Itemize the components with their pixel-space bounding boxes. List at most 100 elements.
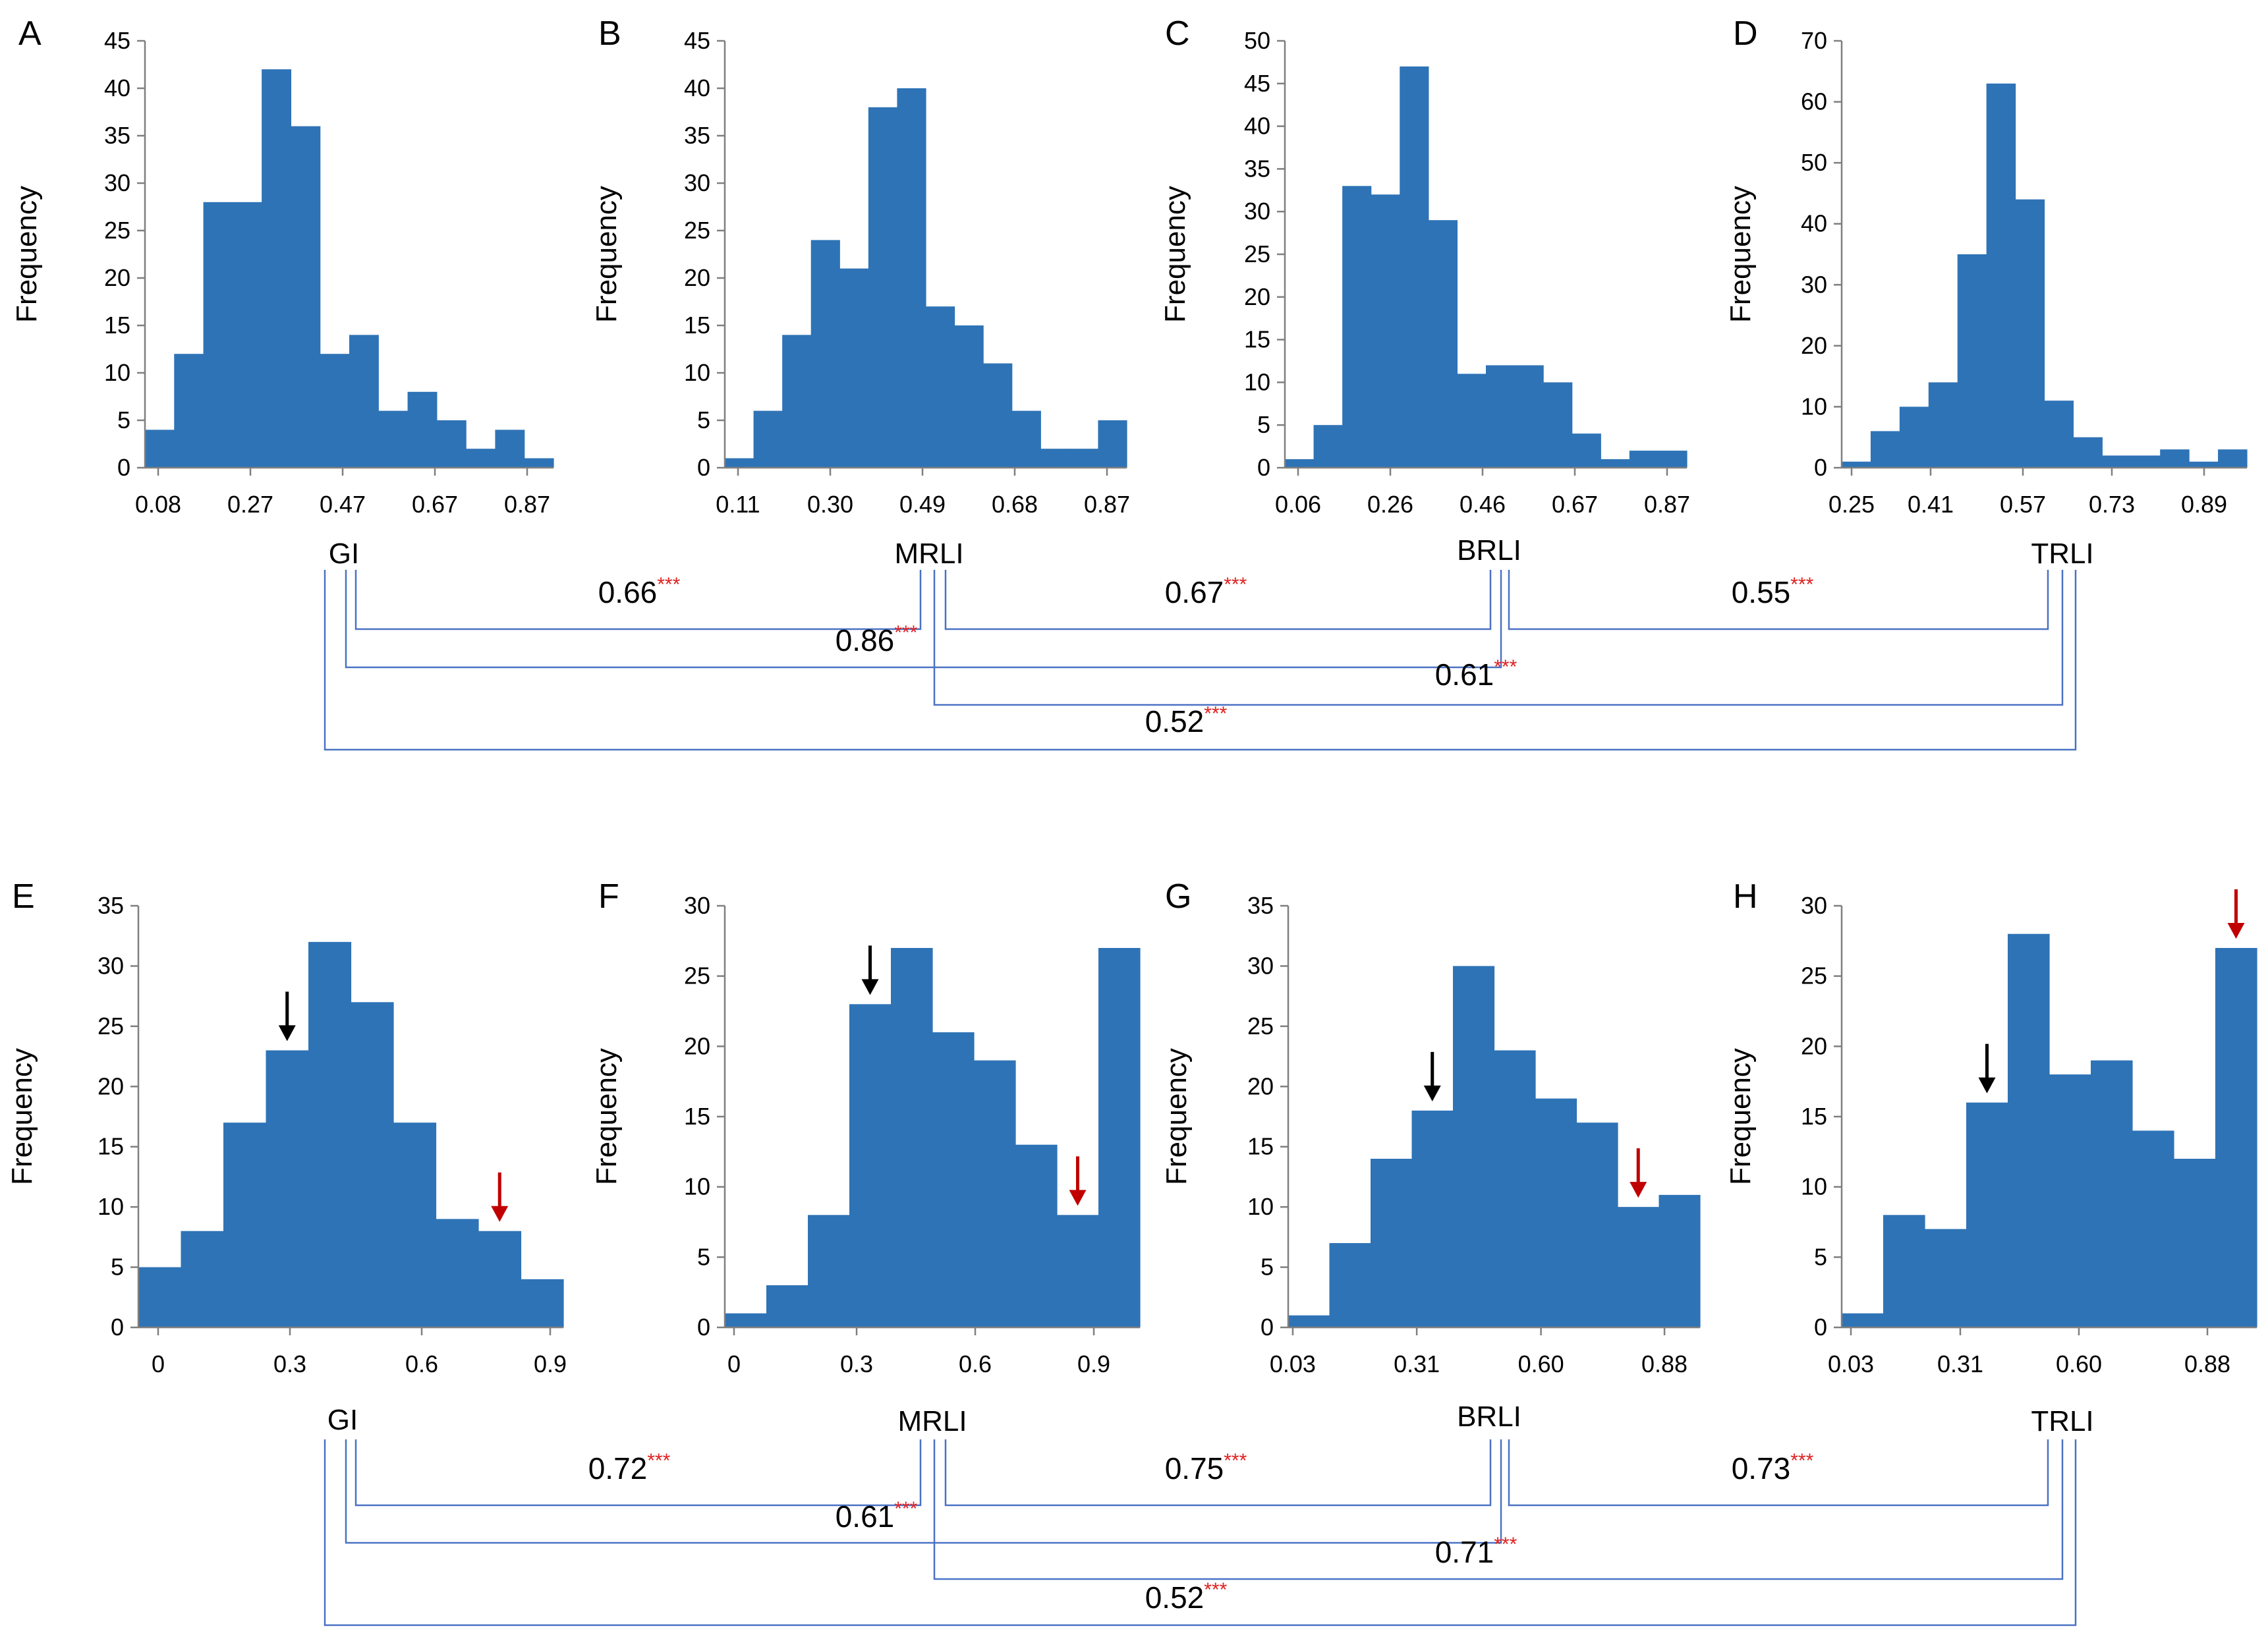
bar	[1371, 194, 1400, 468]
bar	[1015, 1144, 1058, 1327]
correlation-value: 0.55***	[1732, 574, 1814, 609]
y-tick-label: 40	[104, 74, 130, 101]
bar	[1925, 1229, 1967, 1327]
x-tick-label: 0.3	[840, 1350, 873, 1377]
bar	[1658, 451, 1687, 468]
bar	[725, 1313, 767, 1327]
panel-f: 0 5 10 15 20 25 30 0 0.3 0.6 0.9 Frequency F MRLI	[590, 877, 1141, 1437]
correlation-value: 0.73***	[1732, 1450, 1814, 1486]
bar	[954, 325, 984, 468]
y-tick-label: 5	[1814, 1243, 1827, 1270]
correlation-group-top: 0.66*** 0.67*** 0.55*** 0.86*** 0.61*** 0.52*…	[324, 570, 2077, 751]
bar	[2091, 1060, 2133, 1327]
y-axis-title: Frequency	[1160, 1048, 1193, 1185]
x-tick-label: 0	[727, 1350, 741, 1377]
y-axis-title: Frequency	[11, 186, 43, 323]
x-tick-label: 0.3	[273, 1350, 306, 1377]
bar	[266, 1050, 309, 1327]
x-tick-label: 0.67	[412, 491, 458, 518]
bar	[203, 202, 233, 468]
red-arrow-icon	[1630, 1148, 1647, 1198]
x-tick-label: 0.6	[959, 1350, 992, 1377]
y-tick-label: 10	[1801, 1173, 1827, 1200]
bar	[1288, 1315, 1330, 1327]
bar	[1543, 382, 1573, 468]
correlation-value: 0.67***	[1165, 574, 1247, 609]
bar	[1658, 1194, 1701, 1327]
bar	[1572, 433, 1601, 468]
significance-stars: ***	[894, 622, 917, 644]
correlation-group-bottom: 0.72*** 0.75*** 0.73*** 0.61*** 0.71*** 0.52*…	[324, 1439, 2077, 1626]
bar	[378, 410, 409, 468]
panel-a: 0 5 10 15 20 25 30 35 40 45 0.08 0.27 0.47 0.67 0.87 Fr…	[11, 14, 554, 570]
y-tick-label: 25	[684, 217, 710, 244]
y-tick-label: 10	[1247, 1193, 1274, 1220]
x-tick-label: 0.06	[1275, 491, 1321, 518]
x-tick-label: 0.6	[405, 1350, 438, 1377]
x-tick-label: 0.30	[807, 491, 853, 518]
x-tick-label: 0.88	[1641, 1350, 1687, 1377]
bar	[181, 1231, 224, 1327]
panel-letter: H	[1733, 877, 1758, 916]
bar	[174, 354, 204, 468]
y-tick-label: 10	[684, 359, 710, 386]
bar	[1011, 410, 1041, 468]
bar	[2174, 1159, 2216, 1327]
bar	[407, 391, 438, 468]
y-axis-title: Frequency	[6, 1048, 38, 1185]
y-tick-label: 25	[104, 217, 130, 244]
bar	[1453, 966, 1495, 1327]
panel-letter: C	[1165, 14, 1190, 53]
panel-letter: D	[1733, 14, 1758, 53]
histogram-panels: 0 5 10 15 20 25 30 35 40 45 0.08 0.27 0.47 0.67 0.87 Fr…	[6, 14, 2257, 1437]
y-axis-title: Frequency	[1159, 186, 1191, 323]
bar	[2131, 455, 2161, 468]
y-tick-label: 25	[98, 1013, 124, 1040]
panel-letter: B	[598, 14, 621, 53]
correlation-value: 0.61***	[836, 1498, 918, 1534]
bar	[2102, 455, 2132, 468]
bar	[1285, 459, 1315, 468]
bracket-line	[944, 1439, 1492, 1507]
x-tick-label: 0.68	[992, 491, 1038, 518]
x-tick-label: 0.47	[320, 491, 366, 518]
bar	[2215, 948, 2257, 1327]
x-tick-label: 0.60	[1518, 1350, 1564, 1377]
bar	[1842, 461, 1871, 468]
variable-label: GI	[327, 1404, 358, 1436]
bracket-line	[1508, 1439, 2049, 1507]
bar	[138, 1267, 182, 1327]
y-tick-label: 30	[1247, 952, 1274, 979]
y-tick-label: 5	[697, 1243, 710, 1270]
bar	[1535, 1098, 1577, 1327]
bar	[782, 335, 812, 468]
variable-label: TRLI	[2031, 538, 2093, 570]
y-tick-label: 25	[1801, 962, 1827, 989]
bar	[308, 941, 352, 1327]
bracket-line	[1508, 570, 2049, 630]
correlation-brackets: 0.66*** 0.67*** 0.55*** 0.86*** 0.61*** 0.52*…	[324, 570, 2077, 1626]
red-arrow-icon	[1069, 1156, 1087, 1206]
bar	[436, 420, 467, 468]
black-arrow-icon	[278, 991, 296, 1042]
bar	[1411, 1110, 1454, 1327]
bracket-line	[354, 570, 922, 630]
bar	[1957, 254, 1987, 468]
bar	[1494, 1050, 1536, 1327]
bar	[436, 1219, 479, 1327]
panel-b: 0 5 10 15 20 25 30 35 40 45 0.11 0.30 0.49 0.68 0.87 Fr…	[590, 14, 1130, 570]
bar	[2073, 437, 2103, 468]
panel-d: 0 10 20 30 40 50 60 70 0.25 0.41 0.57 0.73 0.89 Frequ…	[1724, 14, 2248, 570]
y-tick-label: 0	[697, 1314, 710, 1341]
correlation-value: 0.72***	[588, 1450, 671, 1486]
panel-g: 0 5 10 15 20 25 30 35 0.03 0.31 0.60 0.88 Frequency G…	[1160, 877, 1701, 1433]
x-tick-label: 0.88	[2184, 1350, 2230, 1377]
y-tick-label: 45	[684, 27, 710, 54]
bar	[868, 107, 898, 468]
bar	[1342, 186, 1372, 468]
y-tick-label: 0	[1261, 1314, 1274, 1341]
y-tick-label: 5	[117, 406, 130, 433]
y-tick-label: 50	[1244, 27, 1270, 54]
x-tick-label: 0.9	[1077, 1350, 1110, 1377]
